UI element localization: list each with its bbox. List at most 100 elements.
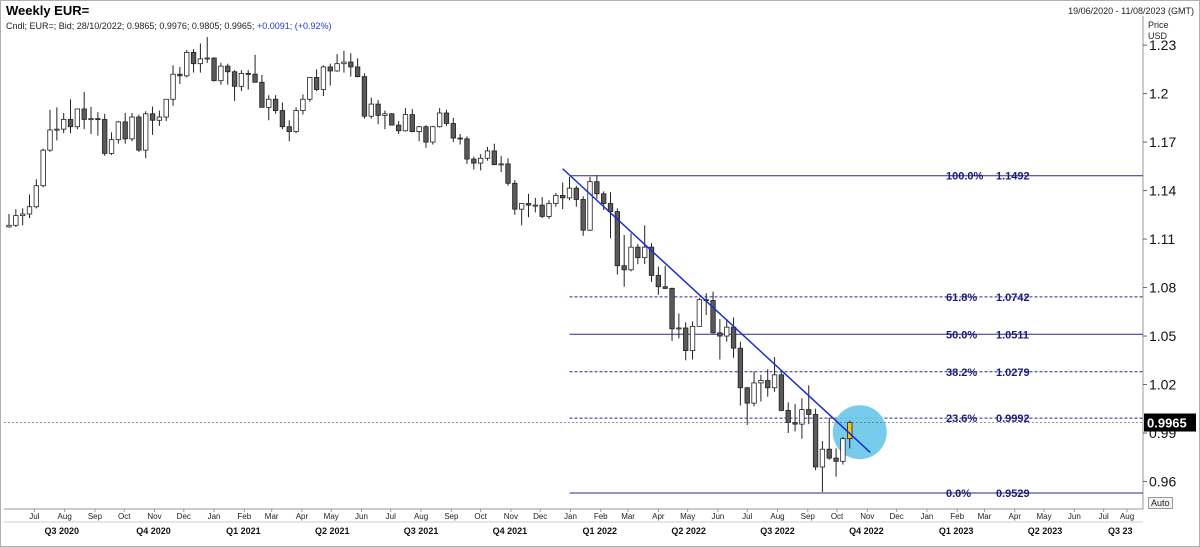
candle-body <box>382 113 388 116</box>
candle-body <box>348 61 354 68</box>
candle-body <box>252 73 258 83</box>
x-tick-label-month: Jul <box>29 512 39 521</box>
x-tick-label-quarter: Q3 2020 <box>44 526 79 536</box>
current-price-box <box>1144 413 1196 432</box>
candle-body <box>108 139 115 154</box>
x-tick-label-quarter: Q2 2022 <box>671 526 706 536</box>
candle-body <box>74 108 81 128</box>
candle-body <box>771 374 778 389</box>
candle-body <box>785 409 791 423</box>
candle-body <box>354 66 361 78</box>
candle-body <box>33 185 39 208</box>
candle-body <box>416 126 422 132</box>
auto-scale-button[interactable]: Auto <box>1148 497 1173 509</box>
candle-body <box>389 113 395 126</box>
candle-body <box>498 163 504 166</box>
candle-body <box>313 77 320 90</box>
candle-body <box>156 116 163 121</box>
x-tick-label-month: Jun <box>355 512 368 521</box>
x-tick-label-quarter: Q3 2022 <box>760 526 795 536</box>
candle-body <box>368 103 374 117</box>
fib-level-pct: 50.0% <box>946 329 977 341</box>
candle-body <box>436 112 443 128</box>
candle-body <box>621 265 627 271</box>
candle-body <box>553 195 559 204</box>
candle-body <box>758 380 764 384</box>
y-tick-label: 1.2 <box>1149 86 1169 102</box>
candle-body <box>457 137 463 140</box>
candle-body <box>423 126 429 143</box>
candle-body <box>61 119 67 130</box>
candle-body <box>129 116 135 140</box>
highlight-circle <box>832 405 887 460</box>
candle-body <box>279 110 286 128</box>
x-tick-label-month: Sep <box>444 512 459 521</box>
x-tick-label-quarter: Q4 2021 <box>493 526 528 536</box>
x-tick-label-month: Dec <box>533 512 547 521</box>
candle-body <box>512 182 518 210</box>
candle-body <box>765 380 771 389</box>
fib-level-value: 0.9992 <box>996 413 1030 425</box>
x-tick-label-month: Nov <box>860 512 874 521</box>
x-tick-label-month: Mar <box>265 512 279 521</box>
ohlc-info: Cndl; EUR=; Bid; 28/10/2022; 0.9865; 0.9… <box>6 21 332 31</box>
candle-body <box>505 163 511 184</box>
x-tick-label-quarter: Q3 2021 <box>404 526 439 536</box>
x-tick-label-month: Jun <box>711 512 724 521</box>
candle-body <box>450 123 456 139</box>
x-tick-label-month: Oct <box>474 512 487 521</box>
candle-body <box>163 98 169 118</box>
candle-body <box>334 63 340 72</box>
candle-body <box>327 66 333 72</box>
candle-body <box>642 246 648 259</box>
candle-body <box>484 150 491 159</box>
fib-level-value: 1.0742 <box>996 292 1030 304</box>
x-tick-label-quarter: Q4 2022 <box>849 526 884 536</box>
date-range: 19/06/2020 - 11/08/2023 (GMT) <box>1068 6 1194 16</box>
x-tick-label-month: Jan <box>208 512 221 521</box>
y-tick-label: 1.11 <box>1149 231 1175 247</box>
fib-level-value: 0.9529 <box>996 488 1030 500</box>
candle-body <box>204 57 210 60</box>
candle-body <box>286 126 292 132</box>
candle-body <box>47 129 53 151</box>
x-tick-label-month: Feb <box>950 512 964 521</box>
candle-body <box>238 72 245 87</box>
candle-body <box>539 204 545 217</box>
candle-body <box>724 326 730 337</box>
candle-body <box>443 112 450 124</box>
fib-level-pct: 23.6% <box>946 413 977 425</box>
y-tick-label: 0.96 <box>1149 474 1176 490</box>
fib-level-value: 1.1492 <box>996 171 1030 183</box>
candle-body <box>546 203 552 217</box>
candle-body <box>184 51 190 77</box>
candle-body <box>710 300 716 334</box>
x-tick-label-month: Aug <box>58 512 72 521</box>
fib-level-pct: 61.8% <box>946 292 977 304</box>
candle-body <box>635 246 641 259</box>
candle-body <box>259 81 265 108</box>
candle-body <box>218 65 224 82</box>
x-tick-label-month: Apr <box>652 512 665 521</box>
ohlc-values: Cndl; EUR=; Bid; 28/10/2022; 0.9865; 0.9… <box>6 21 255 31</box>
x-tick-label-month: May <box>1037 512 1052 521</box>
candle-body <box>122 121 128 140</box>
x-tick-label-month: Jun <box>1068 512 1081 521</box>
x-tick-label-month: Mar <box>978 512 992 521</box>
candle-body <box>409 114 415 132</box>
candle-body <box>395 124 402 132</box>
candle-body <box>601 193 607 204</box>
y-tick-label: 1.02 <box>1149 377 1176 393</box>
candle-body <box>580 199 586 231</box>
y-axis-label-unit: USD <box>1148 31 1168 41</box>
x-tick-label-quarter: Q1 2022 <box>583 526 618 536</box>
candle-body <box>730 326 737 349</box>
candle-body <box>744 387 750 404</box>
candle-body <box>560 195 566 199</box>
candle-body <box>477 157 484 164</box>
trendline <box>562 168 871 453</box>
x-tick-label-month: Mar <box>621 512 635 521</box>
y-tick-label: 1.14 <box>1149 183 1176 199</box>
candle-body <box>833 457 839 462</box>
